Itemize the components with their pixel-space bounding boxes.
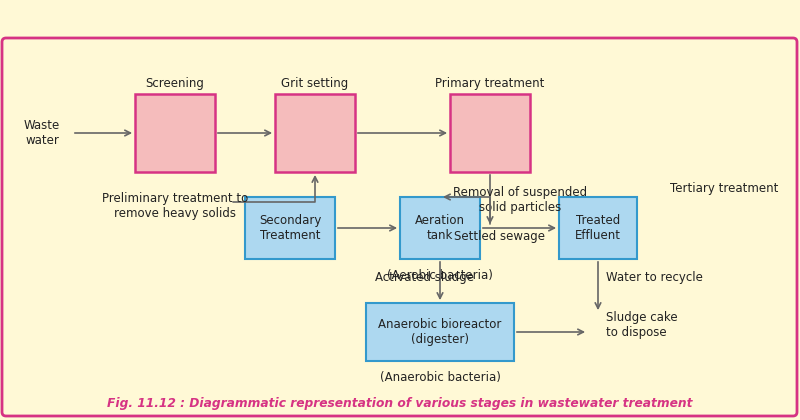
- Bar: [450, 94, 530, 172]
- Text: Waste
water: Waste water: [24, 119, 60, 147]
- Text: Fig. 11.12 : Diagrammatic representation of various stages in wastewater treatme: Fig. 11.12 : Diagrammatic representation…: [107, 397, 693, 410]
- Text: Removal of suspended
solid particles: Removal of suspended solid particles: [453, 186, 587, 214]
- Bar: [135, 94, 215, 172]
- Text: Activated sludge: Activated sludge: [375, 271, 474, 284]
- Text: Sludge cake
to dispose: Sludge cake to dispose: [606, 311, 678, 339]
- Bar: [559, 197, 637, 259]
- Text: Screening: Screening: [146, 78, 205, 90]
- Text: Secondary
Treatment: Secondary Treatment: [259, 214, 321, 242]
- Text: (Anaerobic bacteria): (Anaerobic bacteria): [379, 371, 501, 384]
- Text: Aeration
tank: Aeration tank: [415, 214, 465, 242]
- Text: Grit setting: Grit setting: [282, 78, 349, 90]
- Bar: [275, 94, 355, 172]
- Bar: [366, 303, 514, 361]
- Text: Primary treatment: Primary treatment: [435, 78, 545, 90]
- Text: Treated
Effluent: Treated Effluent: [575, 214, 621, 242]
- Bar: [400, 197, 480, 259]
- Text: (Aerobic bacteria): (Aerobic bacteria): [387, 269, 493, 282]
- Text: Settled sewage: Settled sewage: [454, 230, 546, 243]
- Bar: [245, 197, 335, 259]
- FancyBboxPatch shape: [2, 38, 797, 416]
- Text: Water to recycle: Water to recycle: [606, 271, 703, 284]
- Text: Anaerobic bioreactor
(digester): Anaerobic bioreactor (digester): [378, 318, 502, 346]
- Text: Tertiary treatment: Tertiary treatment: [670, 182, 778, 195]
- Text: Preliminary treatment to
remove heavy solids: Preliminary treatment to remove heavy so…: [102, 192, 248, 220]
